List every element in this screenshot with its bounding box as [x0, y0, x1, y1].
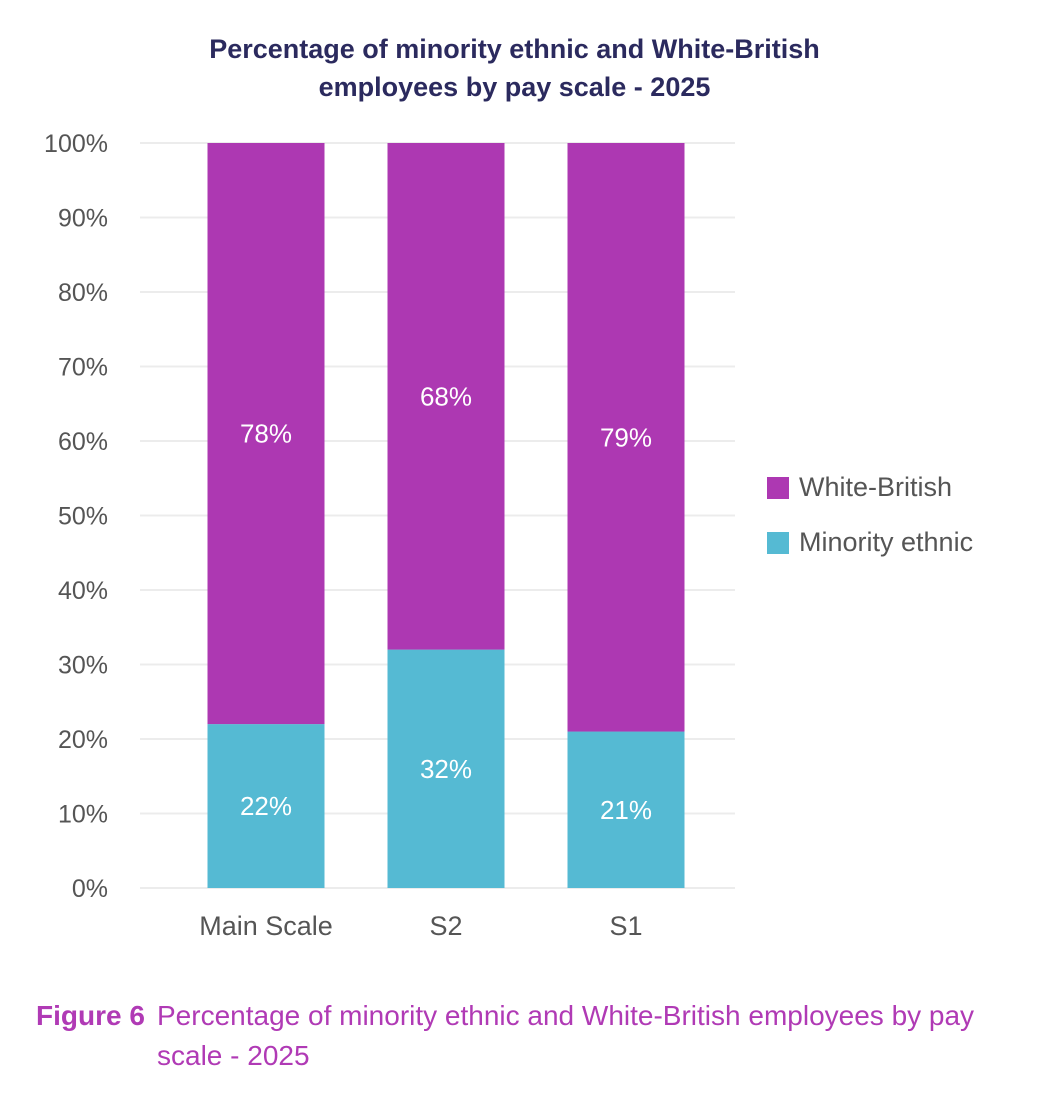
figure-caption-text: Percentage of minority ethnic and White-…	[157, 1000, 975, 1071]
legend-swatch-white-british	[767, 476, 789, 499]
legend-item-minority-ethnic: Minority ethnic	[767, 527, 973, 558]
bar-segment	[567, 731, 685, 888]
data-label: 78%	[240, 419, 292, 449]
legend-label: White-British	[799, 472, 953, 502]
chart-title-line: employees by pay scale - 2025	[318, 72, 711, 102]
bar-segment	[207, 724, 325, 888]
y-tick-label: 100%	[44, 130, 108, 158]
y-tick-label: 20%	[58, 726, 108, 754]
data-label: 22%	[240, 791, 292, 821]
data-label: 79%	[600, 422, 652, 452]
legend-label: Minority ethnic	[799, 527, 974, 557]
y-tick-label: 80%	[58, 279, 108, 307]
chart-title: Percentage of minority ethnic and White-…	[0, 30, 1029, 106]
bar-segment	[387, 649, 505, 888]
y-tick-label: 50%	[58, 503, 108, 531]
chart-title-line: Percentage of minority ethnic and White-…	[209, 34, 820, 64]
legend-swatch-minority-ethnic	[767, 531, 789, 554]
y-tick-label: 70%	[58, 354, 108, 382]
bar-segment	[207, 143, 325, 725]
y-tick-label: 60%	[58, 428, 108, 456]
legend-item-white-british: White-British	[767, 472, 952, 503]
x-tick-label: S2	[429, 911, 462, 941]
y-tick-label: 10%	[58, 801, 108, 829]
y-tick-label: 30%	[58, 652, 108, 680]
x-tick-label: Main Scale	[199, 911, 333, 941]
figure-label: Figure 6	[36, 1000, 145, 1031]
y-tick-label: 0%	[72, 875, 108, 903]
y-tick-label: 90%	[58, 205, 108, 233]
data-label: 68%	[420, 381, 472, 411]
bar-segment	[387, 143, 505, 650]
bar-segment	[567, 143, 685, 732]
figure-caption: Figure 6 Percentage of minority ethnic a…	[36, 996, 1016, 1071]
data-label: 32%	[420, 754, 472, 784]
y-tick-label: 40%	[58, 577, 108, 605]
stacked-bar-chart: 0% 10% 20% 30% 40% 50% 60% 70% 80% 90% 100% 22% 78% M…	[44, 130, 735, 941]
x-tick-label: S1	[609, 911, 642, 941]
data-label: 21%	[600, 795, 652, 825]
